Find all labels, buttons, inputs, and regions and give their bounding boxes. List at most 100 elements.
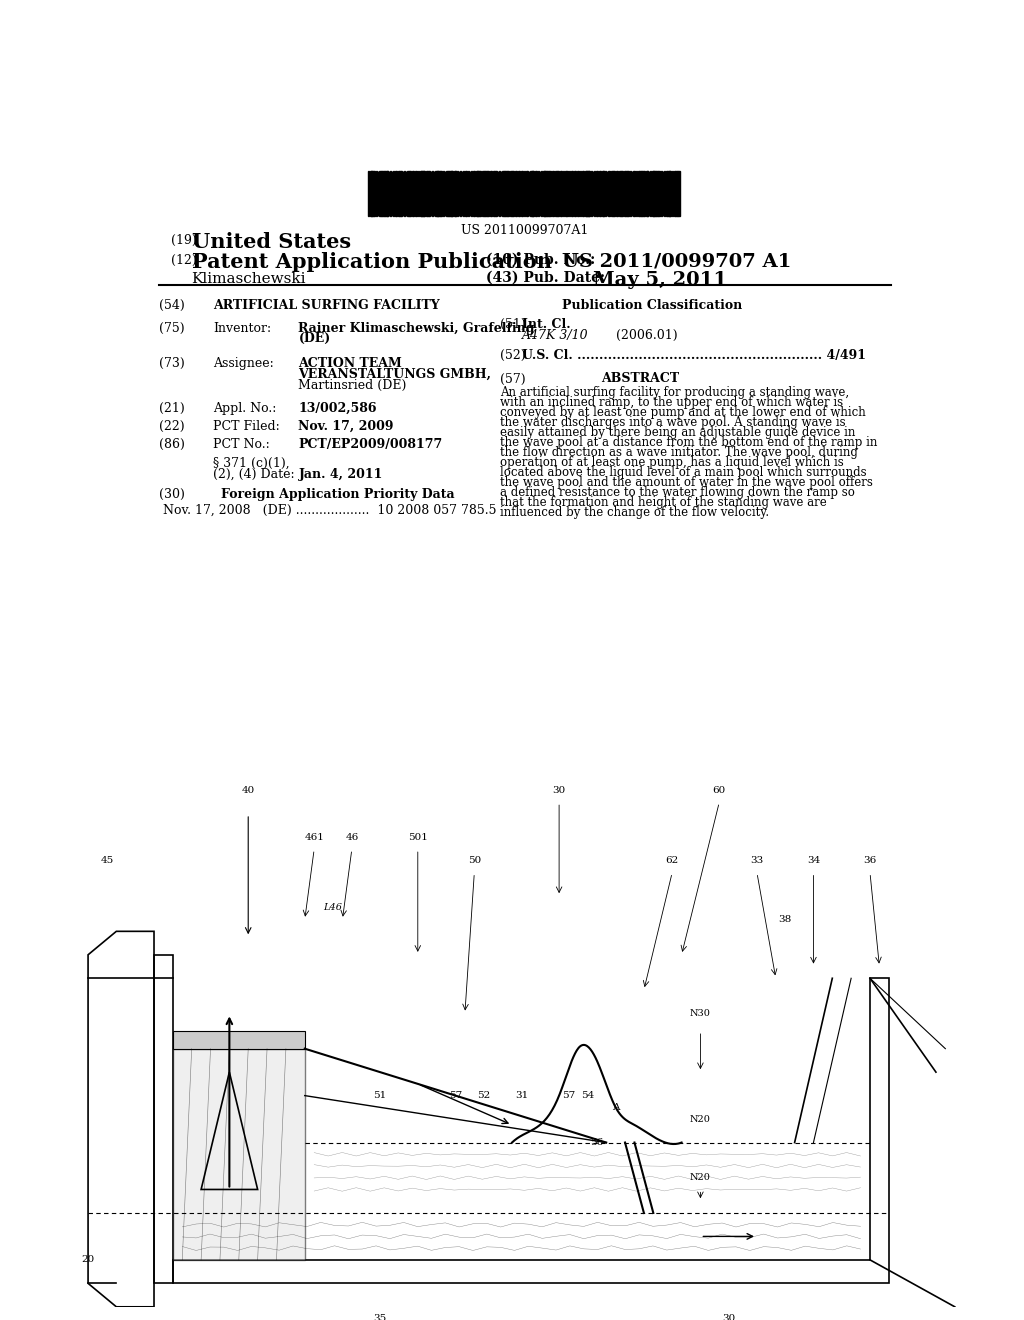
Text: Publication Classification: Publication Classification bbox=[562, 298, 742, 312]
Text: (75): (75) bbox=[159, 322, 184, 335]
Bar bbox=[658, 172, 659, 216]
Text: N30: N30 bbox=[690, 1008, 711, 1018]
Text: (30): (30) bbox=[159, 488, 185, 502]
Text: 52: 52 bbox=[477, 1092, 490, 1100]
Bar bbox=[620, 172, 621, 216]
Text: N20: N20 bbox=[690, 1114, 711, 1123]
Bar bbox=[473, 172, 474, 216]
Text: Assignee:: Assignee: bbox=[213, 358, 274, 370]
Text: 36: 36 bbox=[863, 857, 877, 866]
Text: L46: L46 bbox=[324, 903, 342, 912]
Bar bbox=[495, 172, 496, 216]
Text: (86): (86) bbox=[159, 438, 185, 451]
Bar bbox=[564, 172, 566, 216]
Text: Nov. 17, 2008   (DE) ...................  10 2008 057 785.5: Nov. 17, 2008 (DE) ................... 1… bbox=[163, 503, 497, 516]
Text: A: A bbox=[612, 1102, 620, 1111]
Text: 501: 501 bbox=[408, 833, 428, 842]
Bar bbox=[399, 172, 401, 216]
Bar bbox=[515, 172, 516, 216]
Text: N20: N20 bbox=[690, 1173, 711, 1183]
Text: § 371 (c)(1),: § 371 (c)(1), bbox=[213, 457, 290, 470]
Bar bbox=[611, 172, 612, 216]
Bar bbox=[379, 172, 381, 216]
Bar bbox=[602, 172, 604, 216]
Bar bbox=[585, 172, 587, 216]
Text: PCT Filed:: PCT Filed: bbox=[213, 420, 280, 433]
Text: 56: 56 bbox=[590, 1138, 603, 1147]
Bar bbox=[482, 172, 483, 216]
Text: (10) Pub. No.:: (10) Pub. No.: bbox=[486, 252, 595, 267]
Text: (54): (54) bbox=[159, 298, 184, 312]
Bar bbox=[502, 172, 504, 216]
Text: (19): (19) bbox=[171, 234, 197, 247]
Text: that the formation and height of the standing wave are: that the formation and height of the sta… bbox=[500, 496, 826, 510]
Text: VERANSTALTUNGS GMBH,: VERANSTALTUNGS GMBH, bbox=[299, 368, 492, 381]
Bar bbox=[633, 172, 635, 216]
Text: 50: 50 bbox=[468, 857, 481, 866]
Text: 45: 45 bbox=[100, 857, 114, 866]
Bar bbox=[510, 172, 512, 216]
Text: May 5, 2011: May 5, 2011 bbox=[593, 271, 727, 289]
Bar bbox=[621, 172, 623, 216]
Text: 20: 20 bbox=[82, 1255, 94, 1265]
Bar bbox=[616, 172, 617, 216]
Text: US 20110099707A1: US 20110099707A1 bbox=[461, 224, 589, 236]
Text: ABSTRACT: ABSTRACT bbox=[601, 372, 679, 385]
Text: 34: 34 bbox=[807, 857, 820, 866]
Text: 33: 33 bbox=[751, 857, 764, 866]
Bar bbox=[557, 172, 558, 216]
Bar bbox=[450, 172, 452, 216]
Text: (73): (73) bbox=[159, 358, 184, 370]
Bar bbox=[675, 172, 677, 216]
Text: Nov. 17, 2009: Nov. 17, 2009 bbox=[299, 420, 394, 433]
Text: (DE): (DE) bbox=[299, 333, 331, 346]
Text: the wave pool and the amount of water in the wave pool offers: the wave pool and the amount of water in… bbox=[500, 477, 872, 490]
Text: US 2011/0099707 A1: US 2011/0099707 A1 bbox=[562, 252, 792, 271]
Bar bbox=[493, 172, 495, 216]
Text: ACTION TEAM: ACTION TEAM bbox=[299, 358, 402, 370]
Text: Klimaschewski: Klimaschewski bbox=[191, 272, 306, 286]
Bar bbox=[566, 172, 567, 216]
Text: 13/002,586: 13/002,586 bbox=[299, 401, 377, 414]
Text: (57): (57) bbox=[500, 372, 525, 385]
Text: 461: 461 bbox=[304, 833, 325, 842]
Text: 30: 30 bbox=[553, 785, 565, 795]
Text: 35: 35 bbox=[374, 1313, 387, 1320]
Bar bbox=[421, 172, 424, 216]
Bar bbox=[505, 172, 507, 216]
Text: Int. Cl.: Int. Cl. bbox=[521, 318, 570, 331]
Bar bbox=[454, 172, 457, 216]
Bar bbox=[435, 172, 437, 216]
Text: (21): (21) bbox=[159, 401, 184, 414]
Bar bbox=[387, 172, 388, 216]
Bar bbox=[465, 172, 466, 216]
Bar bbox=[548, 172, 549, 216]
Text: Martinsried (DE): Martinsried (DE) bbox=[299, 379, 407, 392]
Bar bbox=[645, 172, 648, 216]
Bar bbox=[543, 172, 545, 216]
Text: the wave pool at a distance from the bottom end of the ramp in: the wave pool at a distance from the bot… bbox=[500, 437, 878, 449]
Bar bbox=[608, 172, 610, 216]
Text: 38: 38 bbox=[778, 915, 792, 924]
Bar bbox=[577, 172, 580, 216]
Bar bbox=[678, 172, 680, 216]
Text: (22): (22) bbox=[159, 420, 184, 433]
Text: 31: 31 bbox=[515, 1092, 528, 1100]
Text: the water discharges into a wave pool. A standing wave is: the water discharges into a wave pool. A… bbox=[500, 416, 846, 429]
Text: An artificial surfing facility for producing a standing wave,: An artificial surfing facility for produ… bbox=[500, 387, 849, 400]
Text: 46: 46 bbox=[345, 833, 358, 842]
Bar bbox=[552, 172, 554, 216]
Bar bbox=[415, 172, 417, 216]
Text: easily attained by there being an adjustable guide device in: easily attained by there being an adjust… bbox=[500, 426, 855, 440]
Bar bbox=[370, 172, 372, 216]
Bar bbox=[651, 172, 654, 216]
Bar bbox=[408, 172, 409, 216]
Bar bbox=[549, 172, 551, 216]
Text: with an inclined ramp, to the upper end of which water is: with an inclined ramp, to the upper end … bbox=[500, 396, 843, 409]
Bar bbox=[173, 1031, 305, 1048]
Text: 40: 40 bbox=[242, 785, 255, 795]
Text: 62: 62 bbox=[666, 857, 679, 866]
Text: 57: 57 bbox=[449, 1092, 462, 1100]
Bar bbox=[485, 172, 486, 216]
Bar bbox=[476, 172, 478, 216]
